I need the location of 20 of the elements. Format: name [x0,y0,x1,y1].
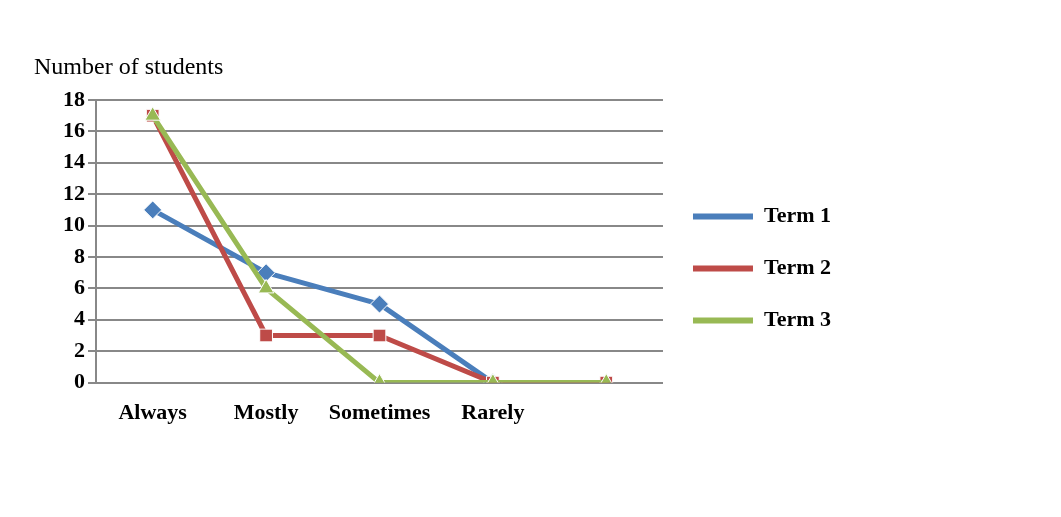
legend-label: Term 1 [763,202,832,228]
x-tick-label: Mostly [233,399,299,425]
y-tick-label: 12 [63,179,85,205]
y-tick-label: 6 [74,274,85,300]
y-tick-label: 8 [74,242,85,268]
y-tick-label: 16 [63,117,85,143]
x-tick-label: Always [118,399,188,425]
x-tick-label: Sometimes [328,399,431,425]
y-tick-label: 0 [74,368,85,394]
legend-label: Term 3 [763,306,832,332]
y-tick-label: 14 [63,148,85,174]
point [257,278,275,294]
point [143,200,163,220]
y-axis-title: Number of students [34,53,224,79]
y-tick-label: 18 [63,85,85,111]
legend-label: Term 2 [763,254,832,280]
y-tick-label: 2 [74,336,85,362]
y-tick-label: 10 [63,211,85,237]
x-tick-label: Rarely [461,399,525,425]
y-tick-label: 4 [74,305,85,331]
